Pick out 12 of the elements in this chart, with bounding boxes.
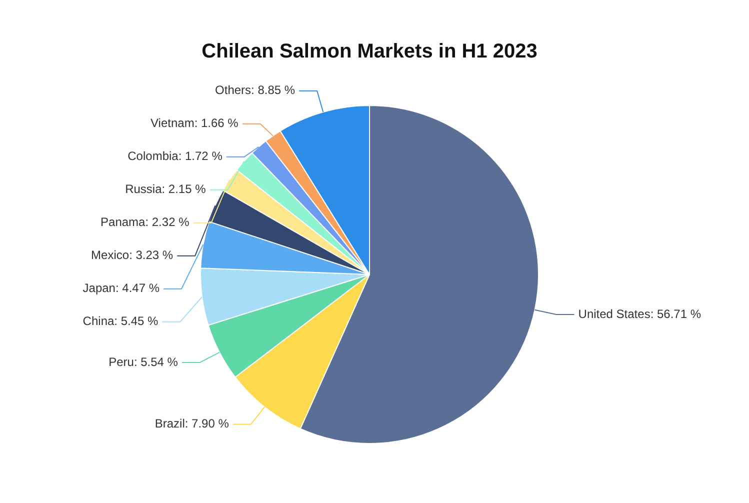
chart-title: Chilean Salmon Markets in H1 2023 bbox=[202, 40, 538, 63]
slice-label: Brazil: 7.90 % bbox=[154, 416, 230, 431]
slice-label: China: 5.45 % bbox=[82, 314, 159, 328]
slice-label: Colombia: 1.72 % bbox=[128, 149, 223, 164]
slice-label: Panama: 2.32 % bbox=[100, 215, 190, 230]
slice-label: Mexico: 3.23 % bbox=[91, 248, 174, 262]
slice-label: Others: 8.85 % bbox=[215, 83, 296, 98]
slice-label: United States: 56.71 % bbox=[578, 306, 702, 321]
slice-label: Japan: 4.47 % bbox=[82, 281, 160, 296]
slice-label: Vietnam: 1.66 % bbox=[150, 116, 239, 130]
slice-label: Russia: 2.15 % bbox=[125, 182, 206, 196]
slice-label: Peru: 5.54 % bbox=[108, 354, 178, 369]
